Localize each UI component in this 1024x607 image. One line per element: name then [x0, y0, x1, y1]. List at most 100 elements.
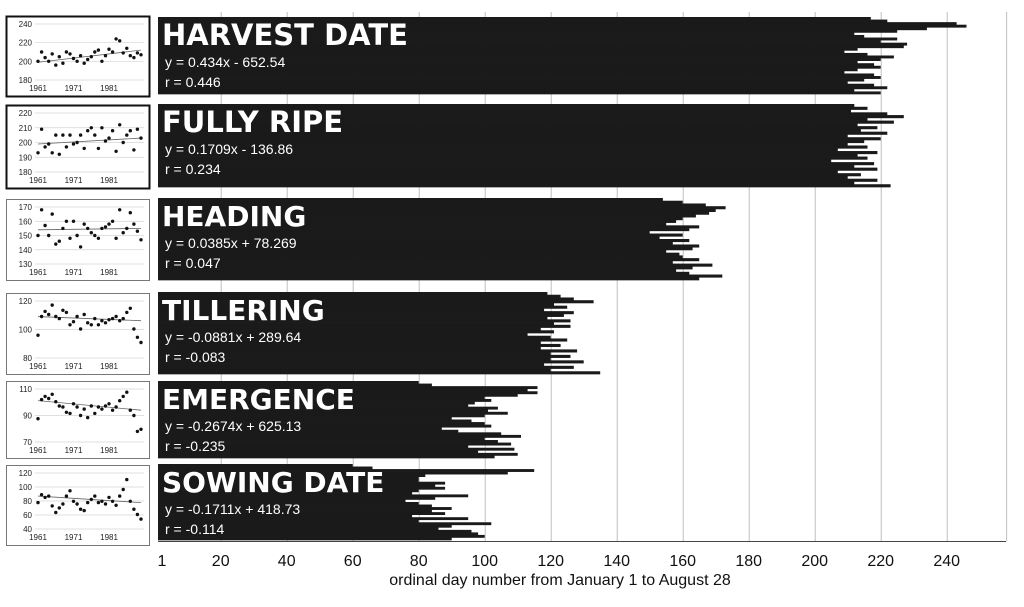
- bar: [158, 263, 713, 267]
- bar: [158, 424, 492, 428]
- mini-y-tick: 80: [23, 497, 32, 506]
- mini-point: [82, 508, 86, 513]
- panel-heading: HEADING y = 0.0385x + 78.269 r = 0.047: [158, 198, 726, 281]
- bar: [158, 416, 452, 420]
- mini-point: [89, 404, 94, 408]
- mini-point: [96, 48, 101, 52]
- mini-point: [103, 404, 108, 408]
- mini-y-tick: 180: [19, 76, 33, 85]
- bar: [158, 42, 908, 46]
- mini-point: [132, 222, 136, 226]
- bar: [158, 529, 472, 533]
- mini-x-tick: 1971: [65, 533, 83, 542]
- mini-point: [125, 226, 129, 231]
- mini-y-tick: 150: [19, 232, 33, 241]
- mini-point: [68, 133, 72, 137]
- mini-point: [132, 327, 136, 331]
- mini-point: [86, 321, 90, 325]
- bar: [158, 34, 865, 38]
- bar: [158, 486, 446, 490]
- mini-point: [36, 333, 40, 337]
- mini-point: [89, 126, 94, 130]
- mini-point: [39, 208, 44, 212]
- x-axis-title: ordinal day number from January 1 to Aug…: [389, 572, 731, 589]
- mini-point: [86, 415, 90, 420]
- bar: [158, 455, 495, 459]
- bar: [158, 442, 512, 446]
- bar: [158, 184, 891, 188]
- bar: [158, 222, 667, 226]
- mini-point: [36, 151, 40, 155]
- mini-y-tick: 130: [19, 260, 33, 269]
- bar: [158, 217, 683, 221]
- mini-point: [114, 405, 118, 409]
- bar: [158, 302, 554, 307]
- bar: [158, 230, 650, 234]
- bar: [158, 88, 855, 92]
- mini-point: [54, 242, 58, 246]
- mini-point: [75, 502, 79, 506]
- bar: [158, 239, 690, 243]
- mini-point: [39, 50, 44, 54]
- mini-point: [135, 229, 140, 233]
- bar: [158, 313, 564, 317]
- mini-x-tick: 1961: [29, 268, 47, 277]
- mini-y-tick: 170: [19, 203, 33, 212]
- mini-point: [125, 133, 129, 137]
- mini-x-tick: 1961: [29, 533, 47, 542]
- mini-point: [107, 402, 111, 406]
- mini-point: [128, 408, 132, 412]
- panel-harvest-date: HARVEST DATE y = 0.434x - 652.54 r = 0.446: [158, 17, 967, 95]
- mini-point: [125, 390, 129, 394]
- mini-x-tick: 1981: [100, 446, 118, 455]
- bar: [158, 427, 442, 431]
- mini-point: [118, 319, 122, 323]
- bar: [158, 419, 472, 423]
- mini-point: [71, 56, 76, 61]
- bar: [158, 241, 673, 245]
- x-tick-label: 60: [344, 553, 362, 570]
- mini-point: [61, 308, 65, 312]
- mini-point: [114, 149, 118, 153]
- mini-point: [139, 136, 143, 140]
- mini-x-tick: 1981: [100, 533, 118, 542]
- mini-point: [43, 495, 47, 500]
- regression-equation: y = 0.0385x + 78.269: [165, 235, 297, 251]
- mini-point: [96, 405, 101, 409]
- mini-point: [61, 133, 65, 137]
- bar: [158, 52, 868, 56]
- mini-frame: [5, 15, 151, 98]
- bar: [158, 411, 508, 415]
- mini-point: [128, 129, 132, 133]
- x-tick-label: 200: [801, 553, 828, 570]
- mini-point: [93, 494, 97, 498]
- bar: [158, 491, 413, 495]
- bar: [158, 300, 594, 304]
- mini-point: [43, 145, 47, 149]
- correlation-coefficient: r = 0.047: [165, 255, 221, 271]
- mini-point: [64, 219, 69, 223]
- mini-point: [93, 411, 97, 416]
- panel-title: EMERGENCE: [162, 383, 355, 416]
- bar: [158, 266, 693, 270]
- mini-point: [96, 500, 101, 505]
- correlation-coefficient: r = -0.114: [165, 521, 224, 537]
- mini-frame: [6, 293, 150, 375]
- panel-title: HEADING: [162, 200, 306, 233]
- mini-point: [50, 392, 54, 396]
- bar: [158, 164, 855, 168]
- bar: [158, 292, 548, 296]
- mini-point: [107, 47, 111, 51]
- bar: [158, 156, 868, 160]
- mini-point: [50, 52, 54, 56]
- bar: [158, 198, 663, 202]
- bar: [158, 432, 502, 436]
- mini-y-tick: 100: [19, 326, 33, 335]
- mini-point: [118, 123, 122, 127]
- mini-x-tick: 1971: [65, 268, 83, 277]
- mini-point: [96, 146, 101, 151]
- mini-point: [89, 323, 94, 327]
